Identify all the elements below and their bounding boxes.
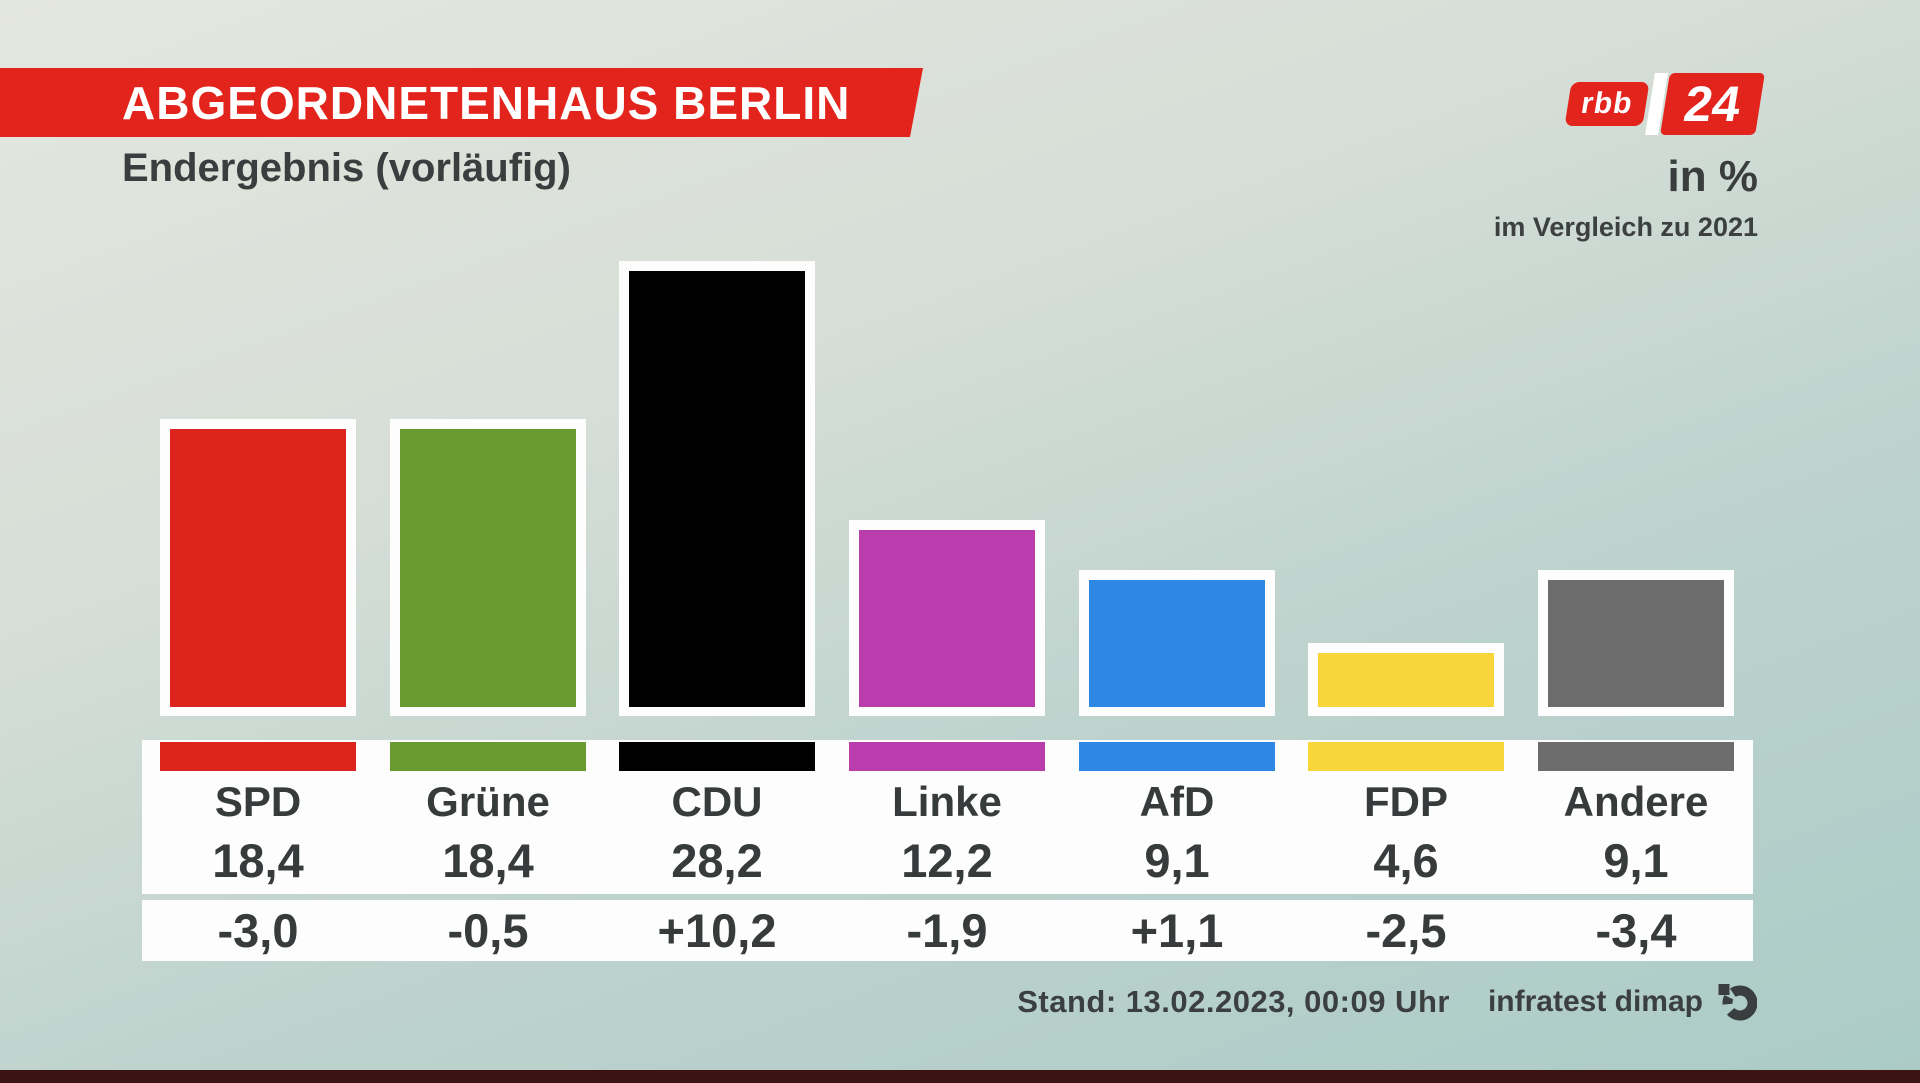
infratest-dimap-icon	[1718, 984, 1757, 1021]
party-change-fdp: -2,5	[1365, 904, 1447, 957]
timestamp-label: Stand: 13.02.2023, 00:09 Uhr	[1017, 984, 1450, 1019]
bar-fill-linke	[859, 530, 1035, 707]
bar-stub-andere	[1538, 742, 1734, 771]
bar-andere	[1538, 570, 1734, 716]
party-value-spd: 18,4	[212, 834, 304, 887]
comparison-label: im Vergleich zu 2021	[1493, 212, 1758, 242]
bar-fill-spd	[170, 429, 346, 707]
party-change-cdu: +10,2	[657, 904, 777, 957]
party-change-andere: -3,4	[1595, 904, 1677, 957]
party-value-linke: 12,2	[901, 834, 993, 887]
title-banner: ABGEORDNETENHAUS BERLIN	[0, 68, 923, 137]
party-change-linke: -1,9	[906, 904, 988, 957]
party-label-spd: SPD	[214, 778, 302, 825]
changes-band	[142, 900, 1753, 961]
bar-fill-afd	[1089, 580, 1265, 707]
party-label-andere: Andere	[1563, 778, 1709, 825]
bar-fill-cdu	[629, 271, 805, 707]
bottom-accent-bar	[0, 1070, 1920, 1083]
party-label-afd: AfD	[1139, 778, 1215, 825]
bar-linke	[849, 520, 1045, 716]
bar-fill-fdp	[1318, 653, 1494, 707]
rbb24-logo-rbb: rbb	[1564, 82, 1650, 126]
bar-stub-gruene	[390, 742, 586, 771]
source-label: infratest dimap	[1487, 985, 1703, 1018]
bar-stub-linke	[849, 742, 1045, 771]
party-change-gruene: -0,5	[447, 904, 529, 957]
bar-stub-afd	[1079, 742, 1275, 771]
bar-gruene	[390, 419, 586, 716]
rbb24-logo: rbb 24	[1564, 73, 1765, 135]
bar-fdp	[1308, 643, 1504, 716]
party-label-fdp: FDP	[1364, 778, 1448, 825]
party-value-andere: 9,1	[1603, 834, 1669, 887]
bar-cdu	[619, 261, 815, 716]
party-label-cdu: CDU	[671, 778, 763, 825]
bar-fill-andere	[1548, 580, 1724, 707]
bar-spd	[160, 419, 356, 716]
rbb24-logo-24: 24	[1660, 73, 1765, 135]
unit-label: in %	[1667, 152, 1758, 201]
party-label-gruene: Grüne	[426, 778, 550, 825]
bar-stub-spd	[160, 742, 356, 771]
party-value-gruene: 18,4	[442, 834, 534, 887]
party-label-linke: Linke	[892, 778, 1002, 825]
party-change-spd: -3,0	[217, 904, 299, 957]
footer: Stand: 13.02.2023, 00:09 Uhr infratest d…	[1017, 981, 1757, 1023]
bar-stub-fdp	[1308, 742, 1504, 771]
party-value-fdp: 4,6	[1373, 834, 1439, 887]
party-value-cdu: 28,2	[671, 834, 763, 887]
page-subtitle: Endergebnis (vorläufig)	[122, 146, 571, 190]
party-change-afd: +1,1	[1130, 904, 1224, 957]
party-value-afd: 9,1	[1144, 834, 1210, 887]
page-title: ABGEORDNETENHAUS BERLIN	[122, 76, 851, 129]
bar-fill-gruene	[400, 429, 576, 707]
bar-afd	[1079, 570, 1275, 716]
bar-stub-cdu	[619, 742, 815, 771]
